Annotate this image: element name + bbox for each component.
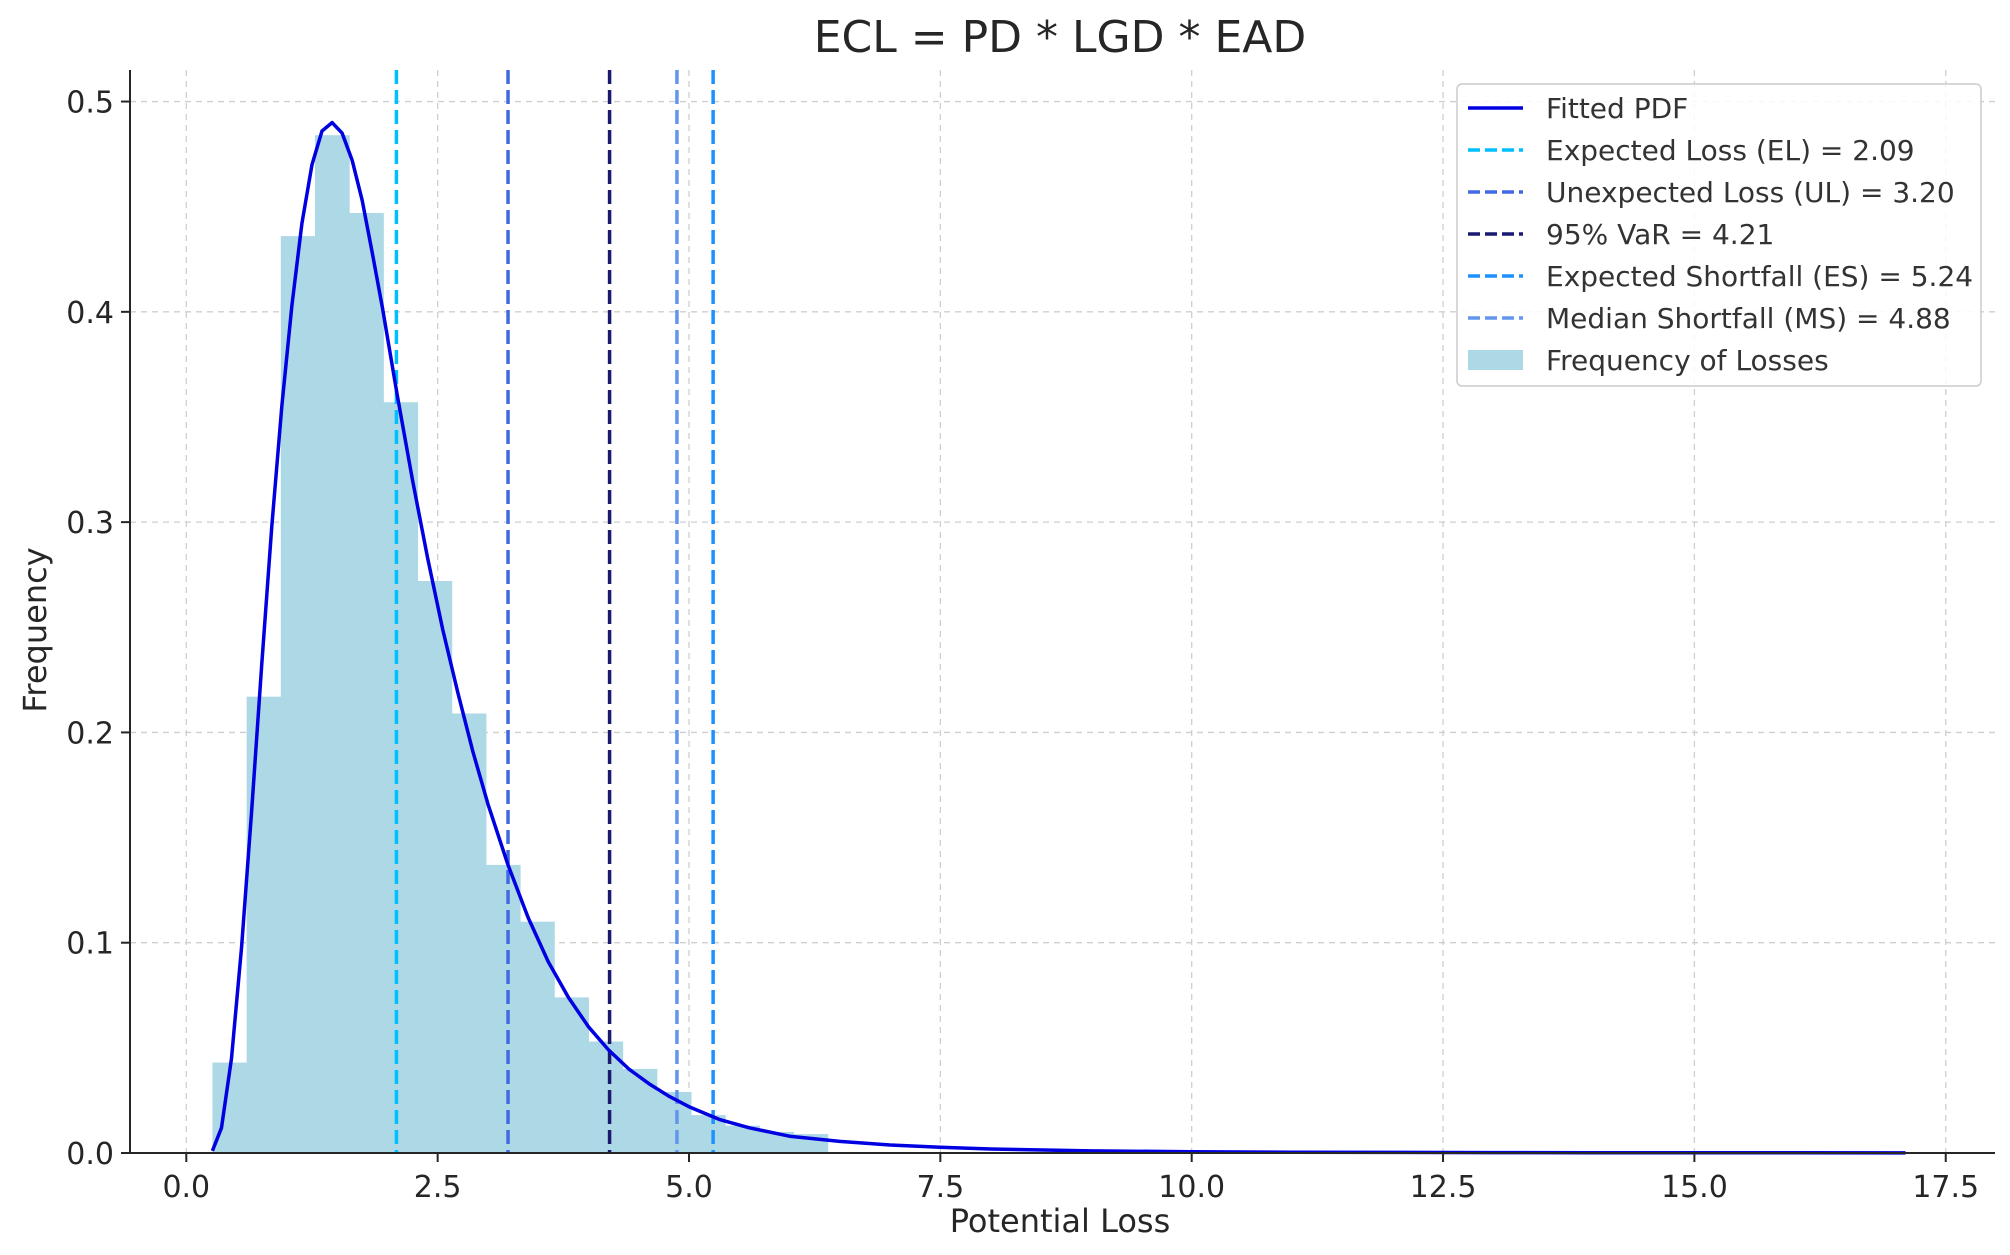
histogram-bar	[759, 1131, 795, 1153]
histogram-bar	[246, 696, 282, 1153]
histogram-bar	[451, 713, 487, 1153]
y-tick-label: 0.3	[66, 506, 114, 541]
legend-label: Median Shortfall (MS) = 4.88	[1546, 302, 1951, 335]
histogram-bar	[349, 212, 384, 1154]
histogram-bar	[314, 135, 350, 1153]
x-tick-label: 12.5	[1410, 1170, 1477, 1205]
legend-label: Expected Loss (EL) = 2.09	[1546, 134, 1915, 167]
legend-swatch	[1468, 350, 1523, 370]
pdf-curve	[210, 120, 1906, 1155]
legend-label: 95% VaR = 4.21	[1546, 218, 1774, 251]
y-axis-label: Frequency	[16, 547, 54, 712]
histogram	[212, 135, 829, 1154]
y-ticks: 0.0 0.1 0.2 0.3 0.4 0.5	[66, 86, 130, 1172]
histogram-bar	[280, 236, 316, 1153]
histogram-bar	[691, 1115, 726, 1153]
histogram-bar	[656, 1092, 692, 1153]
fitted-pdf	[210, 120, 1906, 1155]
y-tick-label: 0.4	[66, 296, 114, 331]
x-axis-label: Potential Loss	[950, 1202, 1171, 1240]
histogram-bar	[417, 581, 453, 1153]
y-tick-label: 0.5	[66, 86, 114, 121]
x-tick-label: 10.0	[1158, 1170, 1225, 1205]
legend-label: Fitted PDF	[1546, 92, 1688, 125]
histogram-bar	[554, 997, 589, 1153]
legend-label: Frequency of Losses	[1546, 344, 1829, 377]
vertical-lines	[394, 70, 715, 1153]
histogram-bar	[622, 1068, 658, 1153]
x-tick-label: 0.0	[162, 1170, 210, 1205]
x-tick-label: 5.0	[665, 1170, 713, 1205]
x-tick-label: 15.0	[1661, 1170, 1728, 1205]
legend-label: Unexpected Loss (UL) = 3.20	[1546, 176, 1955, 209]
x-ticks: 0.0 2.5 5.0 7.5 10.0 12.5 15.0 17.5	[162, 1153, 1979, 1205]
y-tick-label: 0.1	[66, 927, 114, 962]
chart-title: ECL = PD * LGD * EAD	[814, 12, 1307, 63]
legend-box	[1456, 83, 1982, 387]
y-tick-label: 0.0	[66, 1137, 114, 1172]
histogram-bar	[485, 864, 521, 1153]
y-tick-label: 0.2	[66, 716, 114, 751]
histogram-bar	[520, 921, 555, 1153]
legend: Fitted PDF Expected Loss (EL) = 2.09 Unexp…	[1456, 83, 1982, 387]
histogram-bar	[383, 402, 419, 1153]
x-tick-label: 2.5	[414, 1170, 462, 1205]
x-tick-label: 7.5	[916, 1170, 964, 1205]
axes	[129, 70, 1995, 1154]
legend-label: Expected Shortfall (ES) = 5.24	[1546, 260, 1973, 293]
x-tick-label: 17.5	[1912, 1170, 1979, 1205]
